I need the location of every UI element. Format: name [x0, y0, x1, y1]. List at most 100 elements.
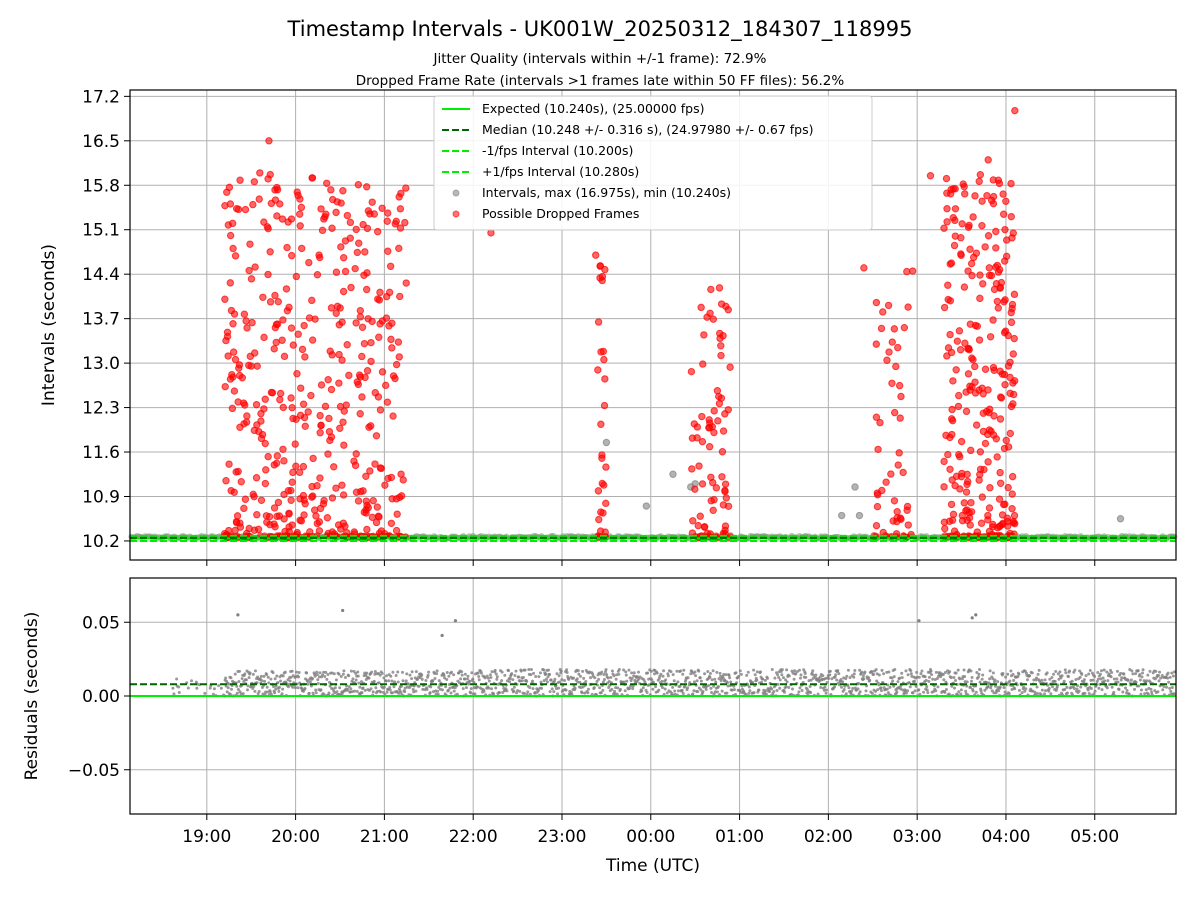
residual-point — [542, 668, 546, 672]
dropped-frame-point — [321, 213, 329, 221]
dropped-frame-point — [270, 345, 278, 353]
residual-point — [267, 681, 271, 685]
residual-point — [1119, 671, 1123, 675]
residual-point — [195, 686, 199, 690]
dropped-frame-point — [958, 516, 967, 525]
bottom-x-tick-label: 04:00 — [981, 827, 1030, 847]
dropped-frame-point — [964, 370, 973, 378]
residual-point — [1082, 678, 1086, 682]
dropped-frame-point — [983, 430, 992, 439]
residual-point — [692, 689, 696, 693]
residual-point — [629, 679, 633, 683]
residual-point — [725, 691, 729, 695]
residual-point — [622, 668, 626, 672]
residual-point — [1073, 668, 1077, 672]
residual-point — [1016, 675, 1020, 679]
residual-point — [974, 613, 978, 617]
residual-point — [752, 668, 756, 672]
residual-point — [844, 692, 848, 696]
residual-point — [582, 676, 586, 680]
residual-point — [226, 686, 230, 690]
dropped-frame-point — [972, 249, 981, 257]
residual-point — [989, 686, 993, 690]
residual-point — [787, 686, 791, 690]
legend-swatch-intervals — [452, 189, 460, 197]
dropped-frame-point — [333, 198, 341, 206]
residual-point — [915, 670, 919, 674]
residual-point — [839, 677, 843, 681]
residual-point — [694, 674, 698, 678]
residual-point — [647, 683, 651, 687]
dropped-frame-point — [960, 499, 968, 507]
dropped-frame-point — [1001, 225, 1009, 234]
dropped-frame-point — [340, 441, 348, 449]
residual-point — [949, 676, 953, 680]
residual-point — [306, 679, 310, 683]
dropped-frame-point — [948, 476, 956, 484]
dropped-frame-point — [324, 450, 332, 458]
dropped-frame-point — [722, 494, 730, 502]
dropped-frame-point — [947, 259, 956, 267]
dropped-frame-point — [368, 198, 376, 206]
residual-point — [1089, 686, 1093, 690]
residual-point — [669, 670, 673, 674]
bottom-y-tick-label: −0.05 — [68, 761, 120, 781]
dropped-frame-point — [283, 307, 292, 315]
residual-point — [701, 690, 705, 694]
residual-point — [863, 670, 867, 674]
residual-point — [655, 671, 659, 675]
dropped-frame-point — [719, 427, 728, 435]
chart-subtitle-dropped: Dropped Frame Rate (intervals >1 frames … — [356, 73, 845, 89]
residual-point — [927, 679, 931, 683]
residual-point — [968, 685, 972, 689]
residual-point — [755, 670, 759, 674]
dropped-frame-point — [264, 452, 272, 461]
residual-point — [363, 688, 367, 692]
residual-point — [790, 687, 794, 691]
dropped-frame-point — [1000, 444, 1009, 453]
residual-point — [531, 687, 535, 691]
residual-point — [396, 680, 400, 684]
residual-point — [177, 685, 181, 689]
residual-point — [415, 677, 419, 681]
residual-point — [785, 680, 789, 684]
residual-point — [885, 687, 889, 691]
residual-point — [868, 678, 872, 682]
residual-point — [511, 678, 515, 682]
residual-point — [567, 677, 571, 681]
residual-point — [593, 676, 597, 680]
dropped-frame-point — [278, 215, 287, 223]
dropped-frame-point — [396, 292, 404, 301]
dropped-frame-point — [243, 324, 251, 332]
residual-point — [321, 673, 325, 677]
residual-point — [697, 669, 701, 673]
residual-point — [904, 669, 908, 673]
dropped-frame-point — [698, 480, 707, 488]
residual-point — [1134, 672, 1138, 676]
residual-point — [1168, 686, 1172, 690]
residual-point — [672, 679, 676, 683]
residual-point — [898, 676, 902, 680]
residual-point — [980, 677, 984, 681]
residual-point — [353, 689, 357, 693]
residual-point — [797, 690, 801, 694]
dropped-frame-point — [245, 266, 253, 275]
residual-point — [375, 689, 379, 693]
residual-point — [886, 683, 890, 687]
residual-point — [1083, 691, 1087, 695]
residual-point — [729, 680, 733, 684]
dropped-frame-point — [247, 362, 255, 370]
residual-point — [342, 669, 346, 673]
dropped-frame-point — [1003, 514, 1012, 522]
residual-point — [493, 668, 497, 672]
dropped-frame-point — [962, 507, 970, 515]
residual-point — [913, 679, 916, 683]
dropped-frame-point — [876, 418, 884, 427]
dropped-frame-point — [346, 218, 355, 227]
residual-point — [780, 673, 784, 677]
residual-point — [280, 692, 284, 696]
residual-point — [315, 670, 319, 674]
dropped-frame-point — [266, 298, 275, 306]
residual-point — [964, 689, 968, 693]
dropped-frame-point — [903, 267, 911, 276]
